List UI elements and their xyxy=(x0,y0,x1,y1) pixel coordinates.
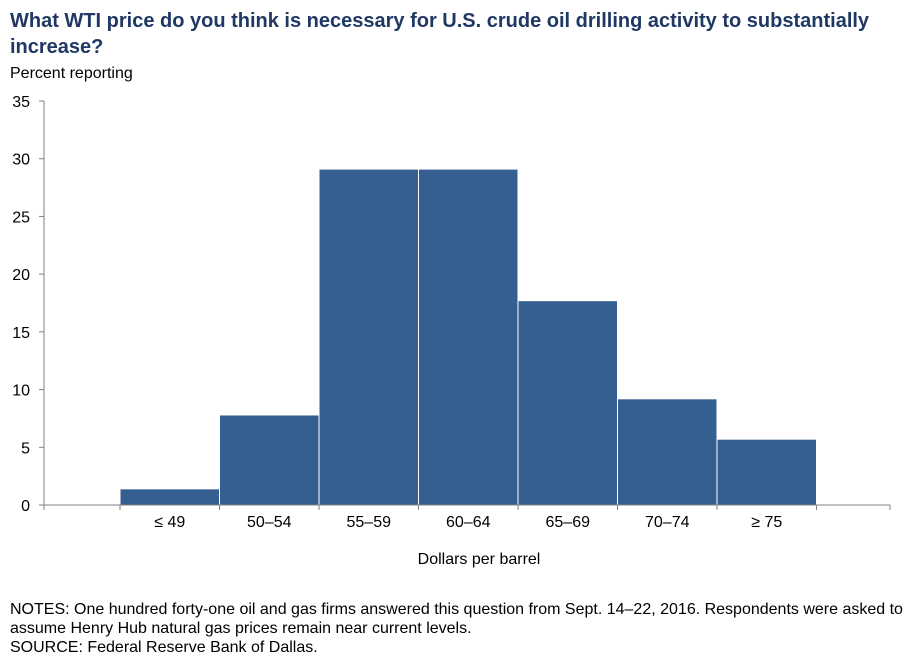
notes-text: NOTES: One hundred forty-one oil and gas… xyxy=(10,601,903,637)
y-tick-label: 0 xyxy=(21,498,30,515)
bar-5 xyxy=(517,300,618,506)
y-axis: 0 5 10 15 20 25 30 35 xyxy=(12,94,45,515)
y-tick-label: 5 xyxy=(21,440,30,457)
y-axis-label: Percent reporting xyxy=(10,65,133,82)
x-tick-label: ≥ 75 xyxy=(751,514,782,531)
x-tick-label: 55–59 xyxy=(347,514,392,531)
bars xyxy=(119,168,817,506)
source-text: SOURCE: Federal Reserve Bank of Dallas. xyxy=(10,639,318,656)
bar-1 xyxy=(119,488,220,506)
y-tick-label: 15 xyxy=(12,325,30,342)
bar-3 xyxy=(318,168,419,506)
notes: NOTES: One hundred forty-one oil and gas… xyxy=(10,600,905,657)
x-tick-label: ≤ 49 xyxy=(154,514,185,531)
chart-title: What WTI price do you think is necessary… xyxy=(10,10,870,58)
bar-7 xyxy=(716,438,817,506)
bar-6 xyxy=(617,398,718,506)
x-tick-label: 60–64 xyxy=(446,514,491,531)
bar-chart: 0 5 10 15 20 25 30 35 ≤ 49 50–54 55–59 60–64 65–69 7… xyxy=(12,94,891,531)
y-tick-label: 35 xyxy=(12,94,30,111)
y-tick-label: 25 xyxy=(12,209,30,226)
y-tick-label: 10 xyxy=(12,383,30,400)
y-tick-label: 30 xyxy=(12,152,30,169)
x-tick-label: 70–74 xyxy=(645,514,690,531)
bar-2 xyxy=(219,414,320,506)
x-axis-label: Dollars per barrel xyxy=(417,551,541,568)
x-axis: ≤ 49 50–54 55–59 60–64 65–69 70–74 ≥ 75 xyxy=(43,504,891,531)
x-tick-label: 65–69 xyxy=(546,514,591,531)
x-tick-label: 50–54 xyxy=(247,514,292,531)
y-tick-label: 20 xyxy=(12,267,30,284)
bar-4 xyxy=(418,168,519,506)
